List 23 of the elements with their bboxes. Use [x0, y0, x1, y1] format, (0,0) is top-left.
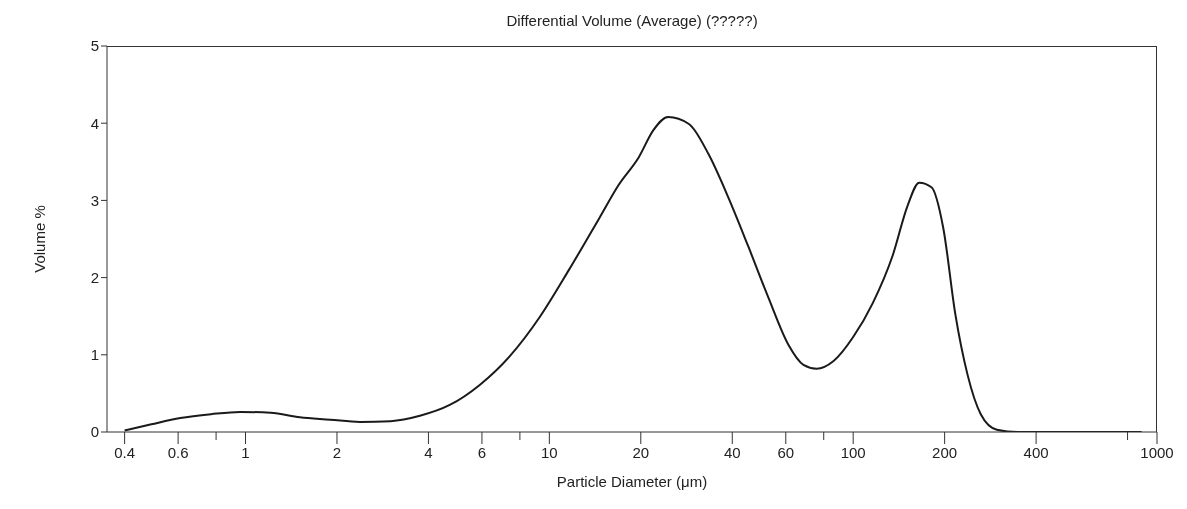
- x-tick-label: 10: [541, 444, 558, 461]
- y-tick-label: 4: [90, 114, 99, 132]
- x-axis-title: Particle Diameter (μm): [556, 473, 708, 490]
- x-tick-label: 0.6: [167, 444, 189, 461]
- x-tick-label: 6: [477, 444, 487, 461]
- x-tick-label: 4: [424, 444, 433, 461]
- x-tick-label: 200: [932, 444, 958, 461]
- y-tick-label: 1: [90, 346, 99, 364]
- y-tick-label: 2: [90, 268, 99, 286]
- y-axis-title: Volume %: [31, 205, 49, 273]
- chart-title: Differential Volume (Average) (?????): [505, 12, 759, 29]
- y-tick-label: 3: [90, 191, 99, 209]
- x-tick-label: 1: [241, 444, 250, 461]
- x-tick-label: 1000: [1140, 444, 1174, 461]
- x-tick-label: 400: [1023, 444, 1049, 461]
- x-tick-label: 60: [777, 444, 795, 461]
- x-tick-label: 0.4: [114, 444, 136, 461]
- y-tick-label: 5: [90, 37, 99, 55]
- x-tick-label: 20: [632, 444, 650, 461]
- y-tick-label: 0: [90, 423, 99, 441]
- x-tick-label: 40: [723, 444, 741, 461]
- x-tick-label: 100: [840, 444, 866, 461]
- x-tick-label: 2: [332, 444, 342, 461]
